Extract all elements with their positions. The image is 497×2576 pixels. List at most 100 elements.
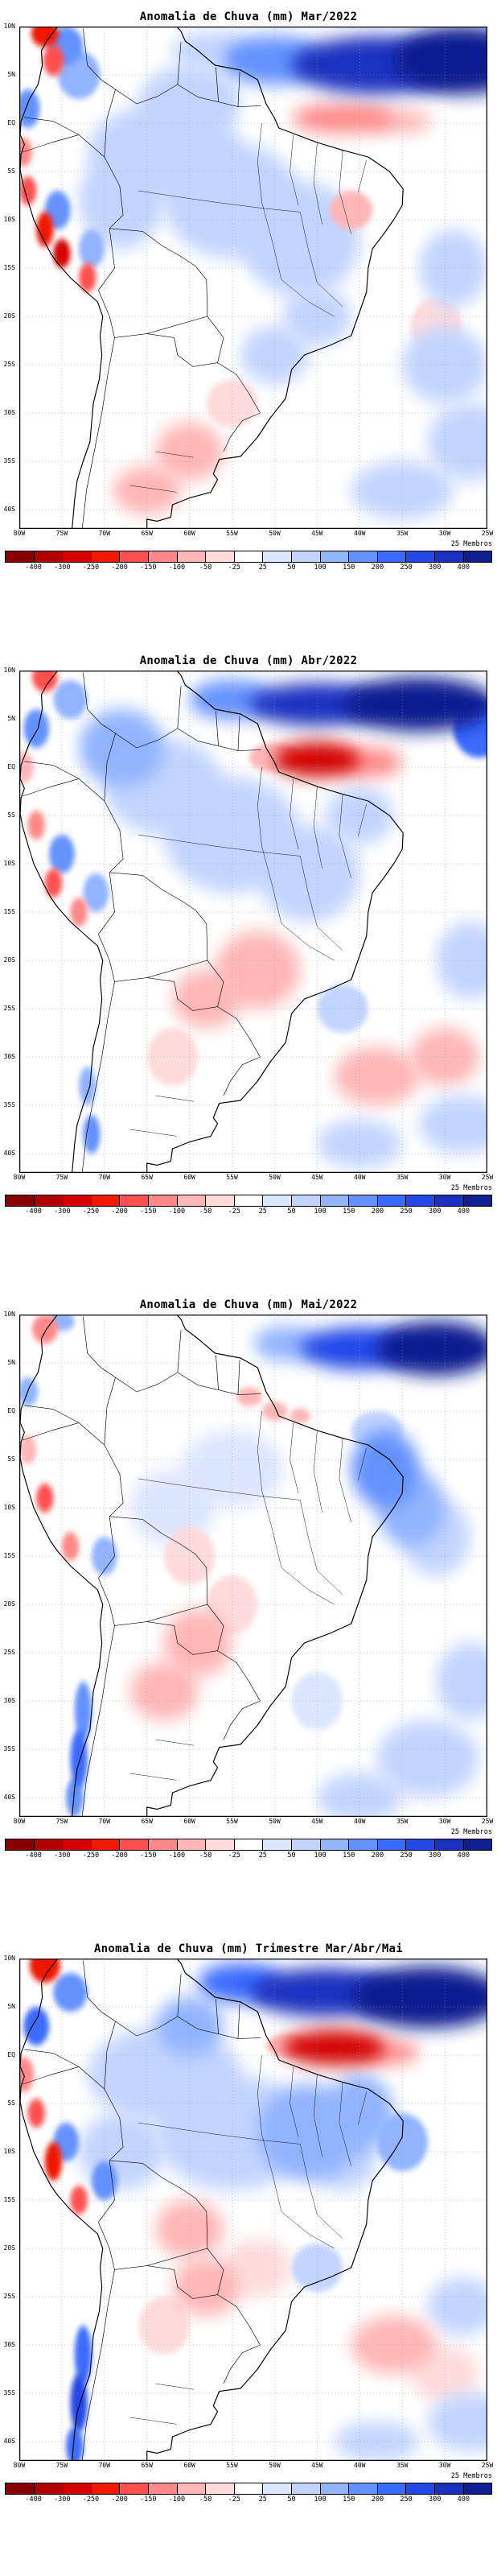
lon-tick-label: 65W	[141, 2462, 153, 2469]
colorbar-tick-label: 50	[287, 1852, 296, 1860]
lon-tick-label: 70W	[98, 1818, 111, 1825]
colorbar-tick-label: 250	[400, 1852, 413, 1860]
lon-tick-label: 70W	[98, 2462, 111, 2469]
colorbar-tick-label: -250	[82, 1208, 100, 1216]
colorbar-cell	[120, 1839, 149, 1851]
anomaly-blob	[31, 27, 59, 47]
colorbar-tick-label: 300	[429, 564, 442, 572]
lat-tick-label: 20S	[3, 2244, 15, 2252]
colorbar-cell	[463, 551, 493, 563]
colorbar-tick-label: -250	[82, 564, 100, 572]
colorbar-tick-label: -100	[168, 564, 186, 572]
colorbar-tick-label: -200	[111, 1208, 128, 1216]
colorbar-tick-label: -250	[82, 2496, 100, 2504]
lat-tick-label: EQ	[7, 119, 15, 126]
lon-tick-label: 30W	[438, 2462, 451, 2469]
colorbar-cell	[5, 551, 35, 563]
lat-tick-label: 15S	[3, 2196, 15, 2203]
map-panel: Anomalia de Chuva (mm) Mar/2022 10N 5N EQ 5…	[0, 0, 497, 644]
anomaly-blob	[427, 2393, 487, 2451]
colorbar-cell	[177, 2483, 207, 2495]
lat-tick-label: 35S	[3, 457, 15, 464]
colorbar-tick-label: -400	[25, 564, 42, 572]
lon-tick-label: 25W	[481, 530, 494, 537]
anomaly-blob	[27, 2099, 45, 2128]
state-borders	[130, 2055, 367, 2424]
lon-tick-label: 40W	[354, 530, 366, 537]
colorbar-tick-label: 250	[400, 1208, 413, 1216]
colorbar-cell	[34, 551, 64, 563]
lat-tick-label: 5N	[7, 71, 15, 78]
colorbar-tick-label: -100	[168, 1208, 186, 1216]
anomaly-blob	[257, 825, 360, 922]
lat-tick-label: 30S	[3, 1697, 15, 1704]
lon-tick-label: 40W	[354, 1174, 366, 1181]
colorbar-cell	[34, 2483, 64, 2495]
lon-tick-label: 30W	[438, 1818, 451, 1825]
lat-tick-label: 25S	[3, 1649, 15, 1656]
colorbar-tick-label: -50	[199, 564, 212, 572]
colorbar-tick-label: -250	[82, 1852, 100, 1860]
map-frame	[20, 671, 487, 1173]
lon-tick-label: 75W	[55, 530, 68, 537]
anomaly-blob	[79, 1067, 97, 1105]
colorbar-cell	[434, 1839, 464, 1851]
colorbar-cell	[63, 1195, 92, 1207]
colorbar-tick-label: 400	[457, 564, 470, 572]
colorbar-cell	[148, 1195, 178, 1207]
lon-tick-label: 40W	[354, 2462, 366, 2469]
lon-tick-label: 35W	[396, 1174, 409, 1181]
colorbar-cell	[120, 2483, 149, 2495]
anomaly-blob	[79, 709, 164, 786]
colorbar-tick-label: 150	[343, 2496, 355, 2504]
lat-tick-label: 10N	[3, 23, 15, 30]
anomaly-blob	[317, 1773, 403, 1817]
colorbar-cell	[463, 2483, 493, 2495]
colorbar-tick-label: -150	[139, 1208, 157, 1216]
colorbar	[5, 1839, 493, 1851]
map-panel: Anomalia de Chuva (mm) Abr/2022 10N 5N EQ 5…	[0, 644, 497, 1288]
colorbar-tick-label: 25	[258, 2496, 267, 2504]
colorbar-cell	[406, 1839, 435, 1851]
colorbar-tick-label: -400	[25, 1208, 42, 1216]
lon-tick-label: 35W	[396, 530, 409, 537]
colorbar-cell	[34, 1839, 64, 1851]
colorbar-cell	[263, 2483, 292, 2495]
lat-tick-label: 30S	[3, 2341, 15, 2348]
colorbar-cell	[406, 1195, 435, 1207]
lon-tick-label: 25W	[481, 1818, 494, 1825]
colorbar-cell	[120, 551, 149, 563]
latitude-axis: 10N 5N EQ 5S 10S 15S 20S 25S 30S 35S 40S	[0, 23, 18, 529]
anomaly-map	[19, 27, 487, 529]
lon-tick-label: 35W	[396, 2462, 409, 2469]
colorbar-wrap: -400 -300 -250 -200 -150 -100 -50 -25 25 50 100 150…	[5, 1195, 493, 1217]
anomaly-blob	[393, 27, 487, 94]
panel-title: Anomalia de Chuva (mm) Mai/2022	[139, 1298, 358, 1311]
lat-tick-label: 10N	[3, 1311, 15, 1318]
colorbar-tick-label: 200	[371, 564, 384, 572]
lon-tick-label: 80W	[13, 2462, 26, 2469]
colorbar-tick-label: 100	[314, 564, 327, 572]
colorbar-cell	[320, 2483, 350, 2495]
colorbar-cell	[177, 1195, 207, 1207]
country-borders	[23, 1960, 261, 2459]
colorbar-cell	[377, 551, 407, 563]
colorbar-tick-label: -150	[139, 1852, 157, 1860]
south-america-coastline	[20, 1315, 403, 1817]
lat-tick-label: 40S	[3, 506, 15, 513]
lon-tick-label: 45W	[311, 2462, 323, 2469]
anomaly-blob	[129, 1469, 216, 1546]
members-label: 25 Membros	[450, 2472, 492, 2480]
lat-tick-label: 35S	[3, 1745, 15, 1752]
colorbar-cell	[291, 1195, 321, 1207]
colorbar-tick-label: 100	[314, 2496, 327, 2504]
anomaly-blob	[79, 229, 105, 268]
colorbar-tick-label: 250	[400, 564, 413, 572]
lat-tick-label: 15S	[3, 908, 15, 915]
anomaly-blob	[53, 680, 88, 719]
anomaly-blob	[436, 1643, 487, 1720]
colorbar-tick-label: 300	[429, 1852, 442, 1860]
colorbar-cell	[234, 1839, 264, 1851]
lon-tick-label: 30W	[438, 530, 451, 537]
colorbar-ticks: -400 -300 -250 -200 -150 -100 -50 -25 25 50 100 150…	[5, 1208, 492, 1217]
